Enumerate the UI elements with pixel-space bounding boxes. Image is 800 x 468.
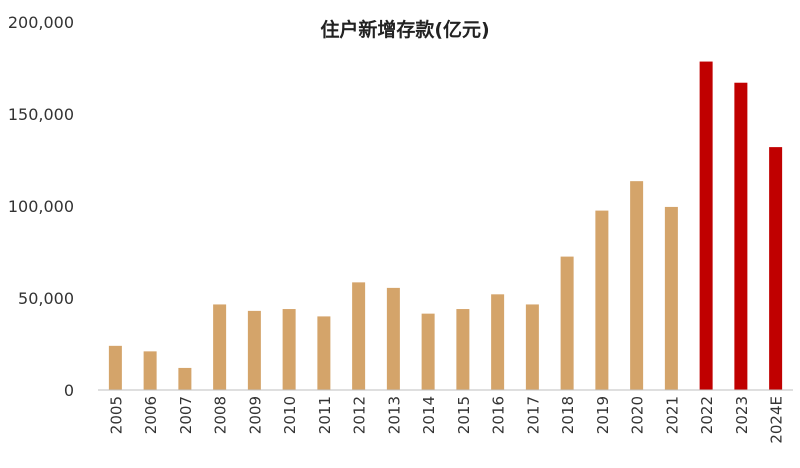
y-tick-label: 100,000 (8, 197, 74, 216)
bar-2011 (317, 316, 331, 390)
x-tick-label: 2010 (281, 396, 299, 434)
bar-2013 (386, 287, 400, 390)
bar-2019 (595, 210, 609, 390)
x-tick-label: 2023 (733, 396, 751, 434)
x-tick-label: 2020 (629, 396, 647, 434)
x-tick-label: 2016 (490, 396, 508, 434)
x-tick-label: 2012 (351, 396, 369, 434)
bar-2006 (143, 351, 157, 390)
bar-2023 (734, 82, 748, 390)
bar-2016 (491, 294, 505, 390)
x-tick-label: 2017 (524, 396, 542, 434)
bar-2021 (664, 206, 678, 390)
x-tick-label: 2011 (316, 396, 334, 434)
bar-2022 (699, 61, 713, 391)
x-tick-label: 2015 (455, 396, 473, 434)
bar-2012 (352, 282, 366, 390)
x-tick-label: 2006 (142, 396, 160, 434)
bar-2005 (108, 345, 122, 390)
bar-2018 (560, 256, 574, 390)
x-tick-label: 2018 (559, 396, 577, 434)
x-axis-ticks: 2005 2006 2007 2008 2009 2010 2011 2012 2013 2014… (107, 396, 785, 444)
y-tick-label: 0 (64, 381, 74, 400)
x-tick-label: 2022 (698, 396, 716, 434)
bar-2007 (178, 367, 192, 390)
x-tick-label: 2021 (663, 396, 681, 434)
bar-2020 (630, 181, 644, 390)
bar-2009 (247, 310, 261, 390)
x-tick-label: 2024E (768, 396, 786, 444)
bar-2017 (525, 304, 539, 390)
bar-2014 (421, 313, 435, 390)
bar-2015 (456, 309, 470, 390)
bars-group (108, 61, 783, 391)
y-tick-label: 200,000 (8, 13, 74, 32)
bar-2024E (769, 147, 783, 390)
y-axis-ticks: 200,000 150,000 100,000 50,000 0 (8, 13, 74, 400)
x-tick-label: 2007 (177, 396, 195, 434)
x-tick-label: 2014 (420, 396, 438, 434)
y-tick-label: 50,000 (18, 289, 74, 308)
bar-2010 (282, 309, 296, 390)
bar-2008 (213, 304, 227, 390)
x-tick-label: 2008 (212, 396, 230, 434)
x-tick-label: 2005 (107, 396, 125, 434)
x-tick-label: 2019 (594, 396, 612, 434)
chart-title: 住户新增存款(亿元) (320, 18, 489, 41)
x-tick-label: 2013 (385, 396, 403, 434)
x-tick-label: 2009 (246, 396, 264, 434)
y-tick-label: 150,000 (8, 105, 74, 124)
